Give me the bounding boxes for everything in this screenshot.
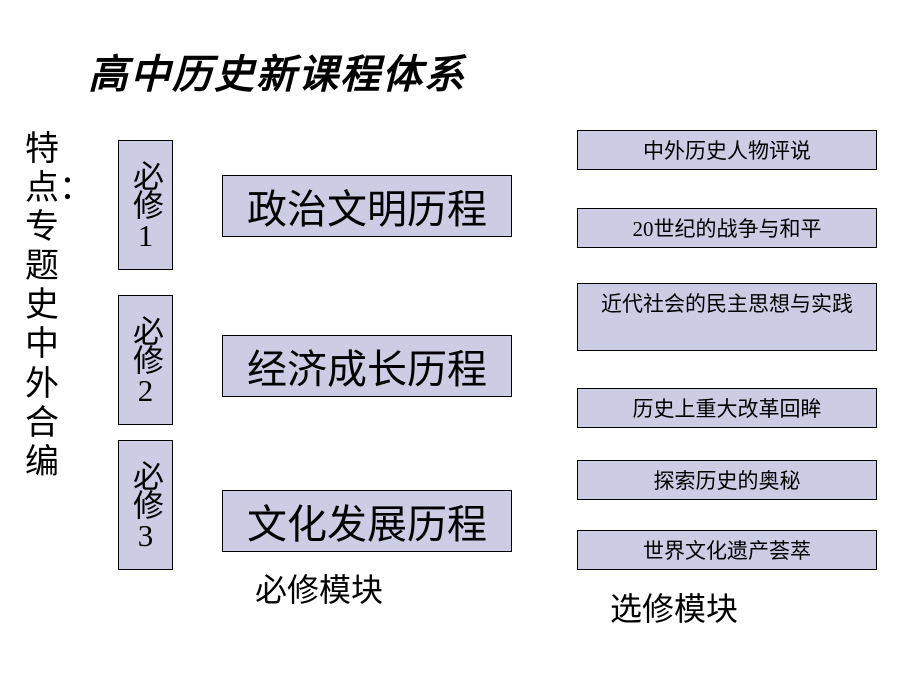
- main-topic-1-text: 政治文明历程: [247, 177, 487, 235]
- elective-1-text: 中外历史人物评说: [643, 135, 811, 165]
- required-label-2-text: 必修2: [130, 315, 161, 406]
- elective-5-text: 探索历史的奥秘: [654, 465, 801, 495]
- required-label-1-text: 必修1: [130, 160, 161, 251]
- required-label-3-text: 必修3: [130, 460, 161, 551]
- elective-module-label: 选修模块: [610, 584, 738, 630]
- required-label-1: 必修1: [118, 140, 173, 270]
- features-text: 特点：专题史 中外合编: [25, 130, 65, 482]
- elective-4-text: 历史上重大改革回眸: [633, 393, 822, 423]
- elective-3-text: 近代社会的民主思想与实践: [601, 288, 853, 318]
- page-title: 高中历史新课程体系: [88, 42, 466, 100]
- features-content: 特点：专题史 中外合编: [25, 131, 93, 481]
- required-label-2: 必修2: [118, 295, 173, 425]
- elective-6: 世界文化遗产荟萃: [577, 530, 877, 570]
- required-label-3: 必修3: [118, 440, 173, 570]
- elective-6-text: 世界文化遗产荟萃: [643, 535, 811, 565]
- main-topic-3-text: 文化发展历程: [247, 492, 487, 550]
- main-topic-3: 文化发展历程: [222, 490, 512, 552]
- elective-2: 20世纪的战争与和平: [577, 208, 877, 248]
- main-topic-1: 政治文明历程: [222, 175, 512, 237]
- elective-5: 探索历史的奥秘: [577, 460, 877, 500]
- elective-3: 近代社会的民主思想与实践: [577, 283, 877, 351]
- main-topic-2: 经济成长历程: [222, 335, 512, 397]
- required-module-label: 必修模块: [255, 565, 383, 611]
- elective-4: 历史上重大改革回眸: [577, 388, 877, 428]
- elective-2-text: 20世纪的战争与和平: [633, 213, 822, 243]
- elective-1: 中外历史人物评说: [577, 130, 877, 170]
- main-topic-2-text: 经济成长历程: [247, 337, 487, 395]
